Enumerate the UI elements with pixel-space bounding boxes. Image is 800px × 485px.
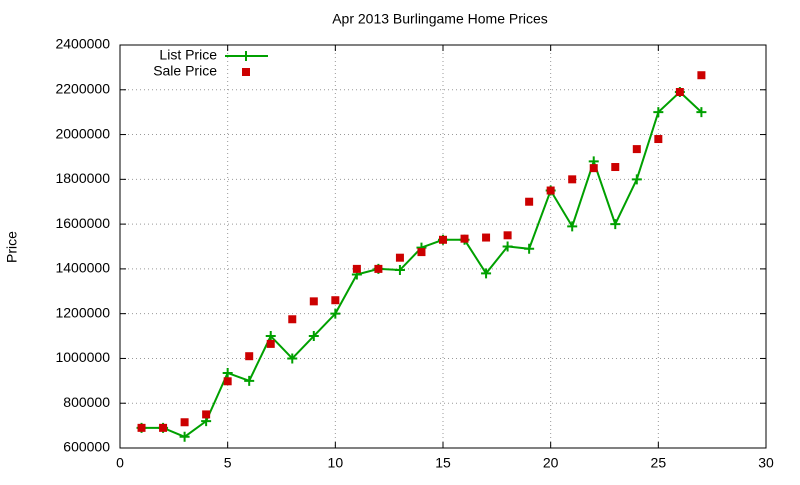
point bbox=[654, 135, 663, 144]
point bbox=[439, 235, 447, 244]
x-tick-label: 25 bbox=[651, 455, 667, 471]
point bbox=[696, 107, 707, 118]
point bbox=[374, 264, 383, 273]
point bbox=[180, 418, 189, 427]
point bbox=[524, 243, 535, 254]
point bbox=[245, 352, 254, 361]
y-tick-label: 1600000 bbox=[55, 215, 110, 231]
point bbox=[697, 71, 706, 80]
point bbox=[331, 296, 340, 305]
point bbox=[137, 423, 146, 432]
point bbox=[631, 174, 642, 185]
point bbox=[395, 253, 404, 262]
point bbox=[589, 164, 598, 173]
legend-marker bbox=[241, 51, 251, 61]
point bbox=[632, 145, 641, 154]
y-tick-label: 2400000 bbox=[55, 36, 110, 52]
plot-frame bbox=[119, 44, 767, 449]
point bbox=[503, 231, 512, 240]
point bbox=[460, 234, 469, 243]
x-tick-label: 10 bbox=[328, 455, 344, 471]
y-tick-label: 2000000 bbox=[55, 125, 110, 141]
point bbox=[675, 88, 684, 97]
x-tick-label: 20 bbox=[543, 455, 559, 471]
legend-label: List Price bbox=[159, 47, 217, 63]
point bbox=[222, 367, 233, 378]
point bbox=[159, 423, 168, 432]
legend-marker bbox=[242, 68, 250, 76]
point bbox=[352, 264, 361, 273]
y-tick-label: 1800000 bbox=[55, 170, 110, 186]
point bbox=[653, 107, 664, 118]
point bbox=[288, 315, 297, 324]
point bbox=[482, 233, 491, 242]
y-axis-label: Price bbox=[4, 231, 20, 263]
y-tick-label: 800000 bbox=[63, 394, 110, 410]
y-tick-label: 600000 bbox=[63, 439, 110, 455]
point bbox=[610, 219, 621, 230]
legend-label: Sale Price bbox=[153, 63, 217, 79]
x-tick-label: 0 bbox=[116, 455, 124, 471]
y-tick-label: 1200000 bbox=[55, 304, 110, 320]
point bbox=[567, 221, 578, 232]
point bbox=[481, 268, 492, 279]
x-tick-label: 5 bbox=[224, 455, 232, 471]
point bbox=[287, 353, 298, 364]
point bbox=[223, 377, 232, 386]
point bbox=[502, 241, 513, 252]
point bbox=[265, 331, 276, 342]
x-tick-label: 15 bbox=[435, 455, 451, 471]
point bbox=[244, 375, 255, 386]
chart-title: Apr 2013 Burlingame Home Prices bbox=[332, 11, 548, 27]
point bbox=[417, 248, 426, 257]
point bbox=[611, 163, 620, 172]
point bbox=[525, 197, 534, 206]
point bbox=[308, 331, 319, 342]
y-tick-label: 1400000 bbox=[55, 260, 110, 276]
point bbox=[568, 175, 577, 184]
y-tick-label: 2200000 bbox=[55, 80, 110, 96]
point bbox=[202, 410, 211, 419]
point bbox=[309, 297, 318, 306]
point bbox=[266, 339, 275, 348]
point bbox=[394, 265, 405, 276]
point bbox=[330, 308, 341, 319]
y-tick-label: 1000000 bbox=[55, 349, 110, 365]
point bbox=[546, 186, 555, 195]
x-tick-label: 30 bbox=[758, 455, 774, 471]
point bbox=[179, 431, 190, 442]
